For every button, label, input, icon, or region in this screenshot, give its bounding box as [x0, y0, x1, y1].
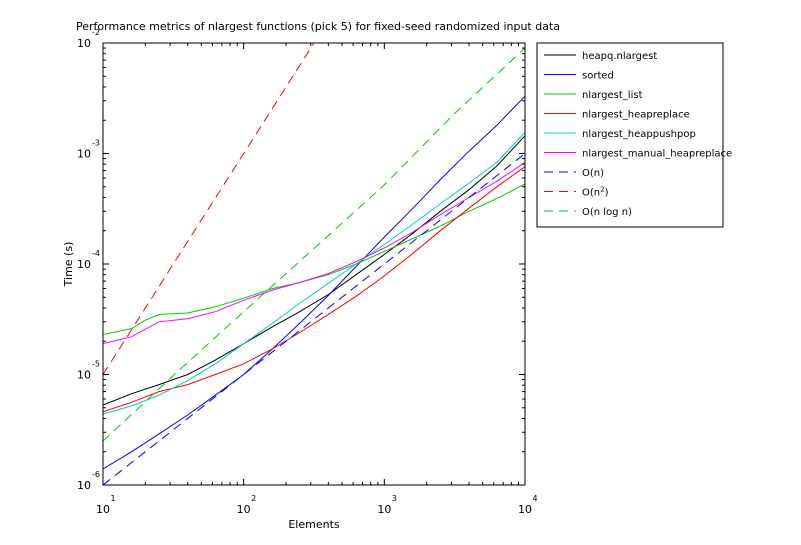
y-tick-label: 10: [77, 148, 91, 161]
y-axis-label: Time (s): [62, 242, 75, 288]
legend-label-6: O(n): [582, 168, 604, 179]
series-line-1: [103, 95, 525, 470]
series-line-7: [103, 43, 315, 375]
series-line-5: [103, 161, 525, 345]
legend-label-4: nlargest_heappushpop: [582, 129, 696, 140]
y-tick-label-exponent: -6: [92, 470, 100, 479]
x-tick-label: 10: [237, 503, 251, 516]
series-line-4: [103, 132, 525, 415]
series-line-6: [103, 153, 525, 485]
x-tick-label: 10: [377, 503, 391, 516]
series-line-2: [103, 183, 525, 335]
plot-frame: [102, 42, 526, 486]
x-tick-label-exponent: 4: [532, 494, 537, 503]
y-tick-label: 10: [77, 37, 91, 50]
x-tick-label: 10: [96, 503, 110, 516]
y-tick-label-exponent: -5: [92, 360, 100, 369]
x-axis-label: Elements: [288, 518, 340, 531]
legend-label-7: O(n2): [582, 186, 609, 199]
legend-label-2: nlargest_list: [582, 90, 643, 101]
legend-label-8: O(n log n): [582, 207, 632, 218]
series-lines: [103, 43, 525, 485]
series-line-8: [103, 47, 525, 442]
legend-label-0: heapq.nlargest: [582, 51, 657, 62]
x-tick-label-exponent: 2: [251, 494, 256, 503]
y-tick-label-exponent: -3: [92, 139, 100, 148]
legend-label-5: nlargest_manual_heapreplace: [582, 149, 732, 160]
x-tick-label-exponent: 1: [110, 494, 115, 503]
series-line-0: [103, 135, 525, 406]
x-tick-label: 10: [518, 503, 532, 516]
y-tick-label: 10: [77, 479, 91, 492]
legend-label-1: sorted: [582, 71, 614, 82]
legend-label-3: nlargest_heapreplace: [582, 110, 690, 121]
y-axis-ticks: 10-610-510-410-310-2: [77, 28, 525, 492]
y-tick-label-exponent: -2: [92, 28, 100, 37]
chart-title: Performance metrics of nlargest function…: [76, 20, 560, 33]
legend-box: [536, 42, 724, 228]
y-tick-label: 10: [77, 258, 91, 271]
x-tick-label-exponent: 3: [392, 494, 397, 503]
legend: heapq.nlargest sorted nlargest_listnlarges…: [536, 42, 732, 228]
y-tick-label: 10: [77, 369, 91, 382]
y-tick-label-exponent: -4: [92, 249, 100, 258]
